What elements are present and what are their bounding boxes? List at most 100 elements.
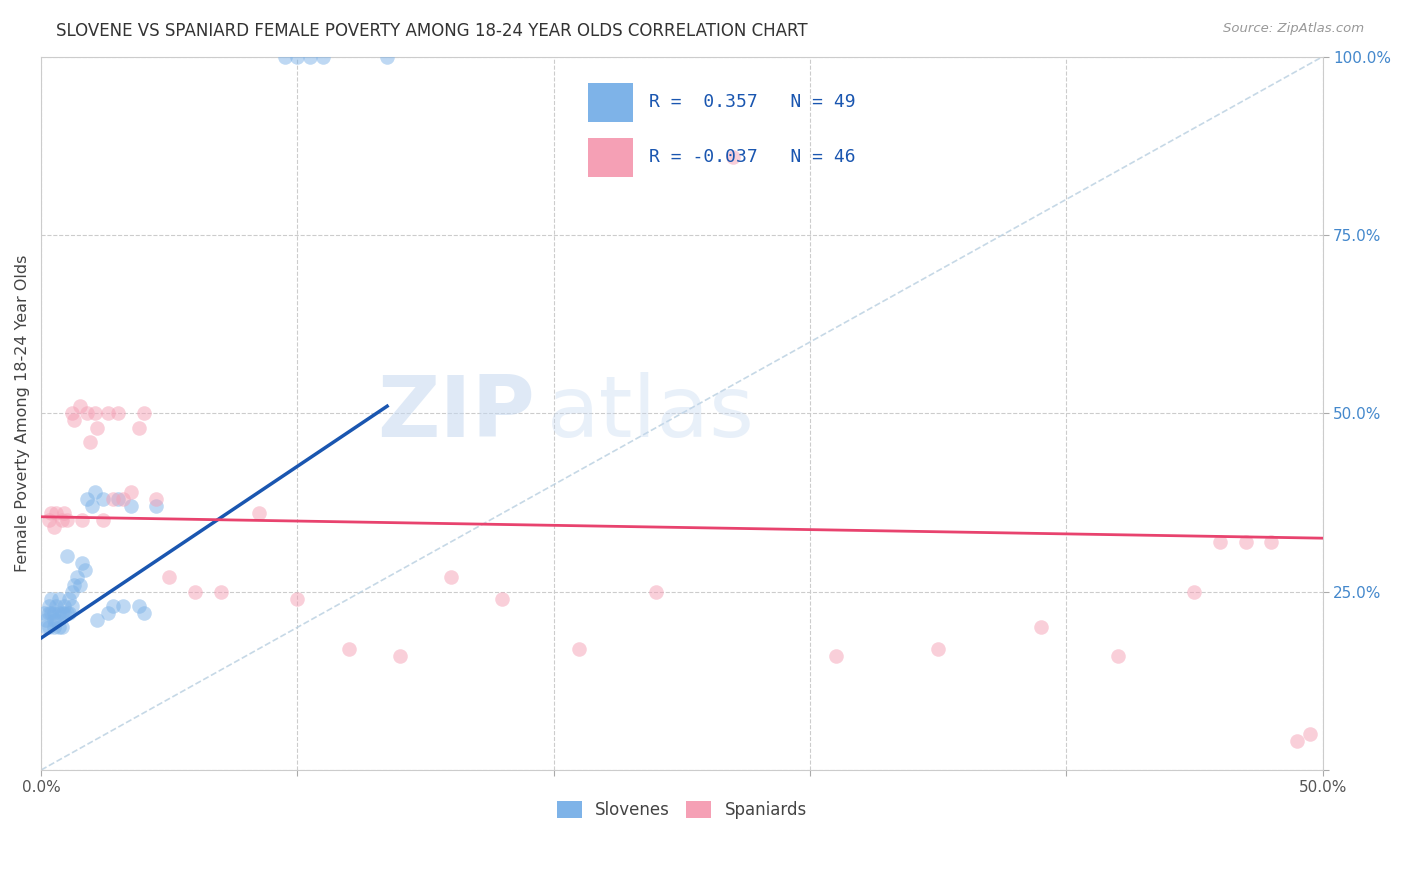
Point [55,513,77,527]
Point [35,613,58,627]
Point [60,406,83,420]
Point [76,406,98,420]
Point [38,620,60,634]
Point [41,506,63,520]
Point [41,591,63,606]
Point [145,491,167,506]
Point [53,599,76,613]
Point [69,577,91,591]
Point [112,599,135,613]
Point [84,484,107,499]
Point [41,606,63,620]
Point [128,599,150,613]
Point [86,420,108,434]
Point [58,591,80,606]
Point [42,620,65,634]
Point [1299,727,1322,741]
Point [440,570,463,584]
Point [45,599,67,613]
Text: atlas: atlas [547,372,755,455]
Y-axis label: Female Poverty Among 18-24 Year Olds: Female Poverty Among 18-24 Year Olds [15,254,30,572]
Point [53,506,76,520]
Point [38,606,60,620]
Point [1234,534,1257,549]
Point [824,648,846,663]
Point [45,506,67,520]
Point [145,499,167,513]
Point [42,606,65,620]
Point [1184,584,1206,599]
Point [568,641,591,656]
Point [86,613,108,627]
Point [299,50,322,64]
Point [107,491,129,506]
Point [287,591,309,606]
Point [53,606,76,620]
Point [1260,534,1282,549]
Point [132,406,155,420]
Point [38,513,60,527]
Point [120,484,142,499]
Point [91,491,114,506]
Text: ZIP: ZIP [377,372,534,455]
Legend: Slovenes, Spaniards: Slovenes, Spaniards [550,795,814,826]
Point [120,499,142,513]
Point [42,520,65,534]
Point [60,584,83,599]
Point [112,491,135,506]
Point [48,591,70,606]
Point [927,641,949,656]
Point [60,599,83,613]
Point [51,606,73,620]
Point [48,620,70,634]
Point [97,606,120,620]
Point [42,613,65,627]
Text: Source: ZipAtlas.com: Source: ZipAtlas.com [1223,22,1364,36]
Point [388,648,411,663]
Point [1285,734,1308,748]
Point [184,584,207,599]
Point [58,606,80,620]
Point [107,406,129,420]
Point [69,399,91,413]
Point [97,406,120,420]
Point [491,591,513,606]
Point [91,513,114,527]
Text: SLOVENE VS SPANIARD FEMALE POVERTY AMONG 18-24 YEAR OLDS CORRELATION CHART: SLOVENE VS SPANIARD FEMALE POVERTY AMONG… [56,22,808,40]
Point [38,599,60,613]
Point [1107,648,1129,663]
Point [721,149,744,163]
Point [55,549,77,563]
Point [76,491,98,506]
Point [82,499,104,513]
Point [73,563,96,577]
Point [273,50,295,64]
Point [45,613,67,627]
Point [51,513,73,527]
Point [55,606,77,620]
Point [1209,534,1232,549]
Point [645,584,668,599]
Point [1029,620,1052,634]
Point [375,50,398,64]
Point [63,577,86,591]
Point [128,420,150,434]
Point [51,620,73,634]
Point [66,570,89,584]
Point [84,406,107,420]
Point [132,606,155,620]
Point [287,50,309,64]
Point [70,513,93,527]
Point [101,491,124,506]
Point [79,434,101,449]
Point [247,506,270,520]
Point [337,641,360,656]
Point [70,556,93,570]
Point [157,570,180,584]
Point [35,620,58,634]
Point [48,606,70,620]
Point [101,599,124,613]
Point [63,413,86,427]
Point [312,50,335,64]
Point [209,584,232,599]
